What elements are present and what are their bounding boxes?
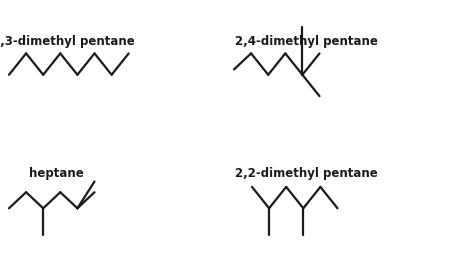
Text: 2,4-dimethyl pentane: 2,4-dimethyl pentane xyxy=(234,35,378,48)
Text: 2,3-dimethyl pentane: 2,3-dimethyl pentane xyxy=(0,35,135,48)
Text: heptane: heptane xyxy=(29,167,84,180)
Text: 2,2-dimethyl pentane: 2,2-dimethyl pentane xyxy=(234,167,378,180)
